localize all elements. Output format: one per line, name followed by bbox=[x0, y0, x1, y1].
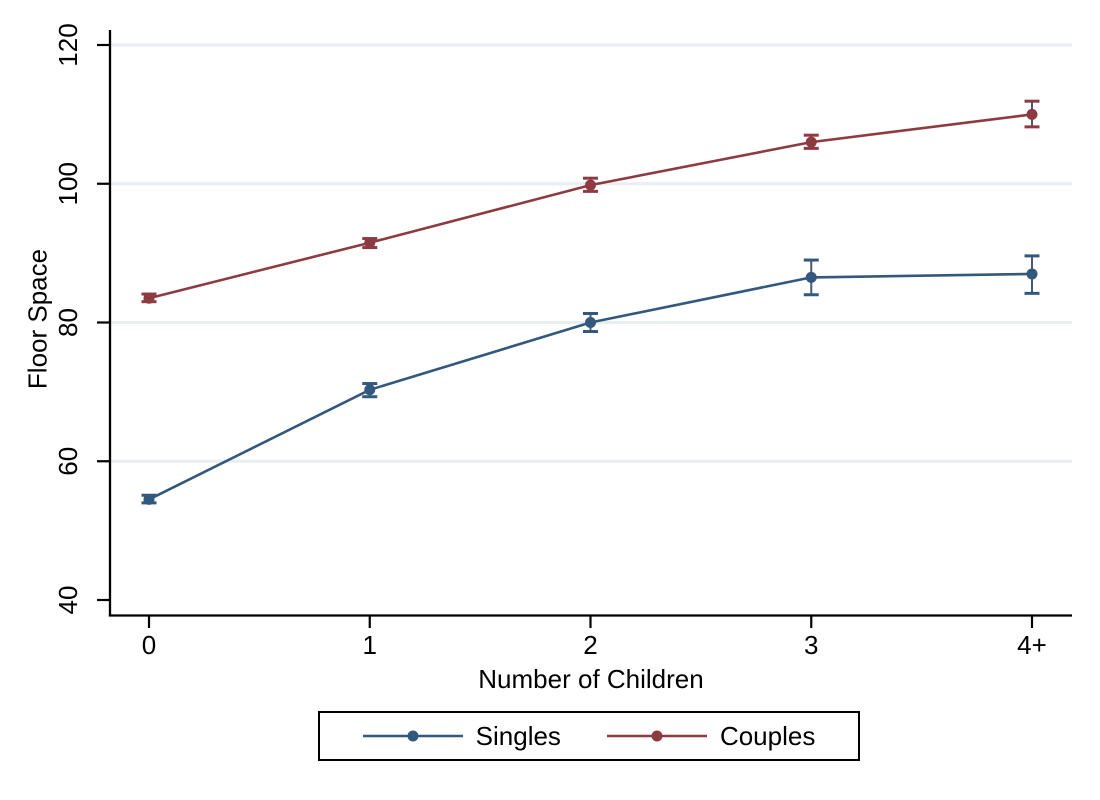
series-line-couples bbox=[148, 113, 1033, 300]
x-tick-label-2: 2 bbox=[583, 630, 597, 660]
x-tick-label-0: 0 bbox=[142, 630, 156, 660]
legend-item-couples: Couples bbox=[606, 721, 816, 751]
series-line-singles bbox=[148, 272, 1033, 501]
y-tick-label-60: 60 bbox=[53, 447, 83, 476]
data-point-singles-3 bbox=[805, 271, 817, 283]
y-tick-label-80: 80 bbox=[53, 308, 83, 337]
legend-sample-couples bbox=[606, 730, 707, 742]
y-tick-label-120: 120 bbox=[53, 23, 83, 66]
legend-item-singles: Singles bbox=[362, 721, 561, 751]
x-axis-title: Number of Children bbox=[478, 664, 704, 694]
data-point-singles-0 bbox=[143, 493, 155, 505]
legend-label-couples: Couples bbox=[719, 721, 816, 751]
x-tick-label-4+: 4+ bbox=[1017, 630, 1047, 660]
data-point-couples-1 bbox=[364, 237, 376, 249]
data-point-singles-4 bbox=[1026, 268, 1038, 280]
y-tick-label-100: 100 bbox=[53, 162, 83, 205]
data-point-couples-0 bbox=[143, 292, 155, 304]
legend-label-singles: Singles bbox=[475, 721, 561, 751]
data-point-couples-4 bbox=[1026, 108, 1038, 120]
x-tick-label-1: 1 bbox=[363, 630, 377, 660]
x-tick-label-3: 3 bbox=[804, 630, 818, 660]
data-point-singles-2 bbox=[585, 317, 596, 328]
y-tick-label-40: 40 bbox=[53, 586, 83, 615]
data-point-couples-2 bbox=[585, 179, 596, 191]
legend-sample-singles bbox=[362, 730, 463, 742]
data-point-couples-3 bbox=[805, 136, 817, 148]
y-axis-title: Floor Space bbox=[22, 248, 53, 390]
data-point-singles-1 bbox=[364, 384, 376, 396]
legend: Singles Couples bbox=[318, 711, 860, 761]
